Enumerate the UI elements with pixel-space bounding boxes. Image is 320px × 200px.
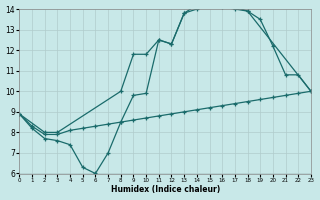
X-axis label: Humidex (Indice chaleur): Humidex (Indice chaleur) <box>110 185 220 194</box>
